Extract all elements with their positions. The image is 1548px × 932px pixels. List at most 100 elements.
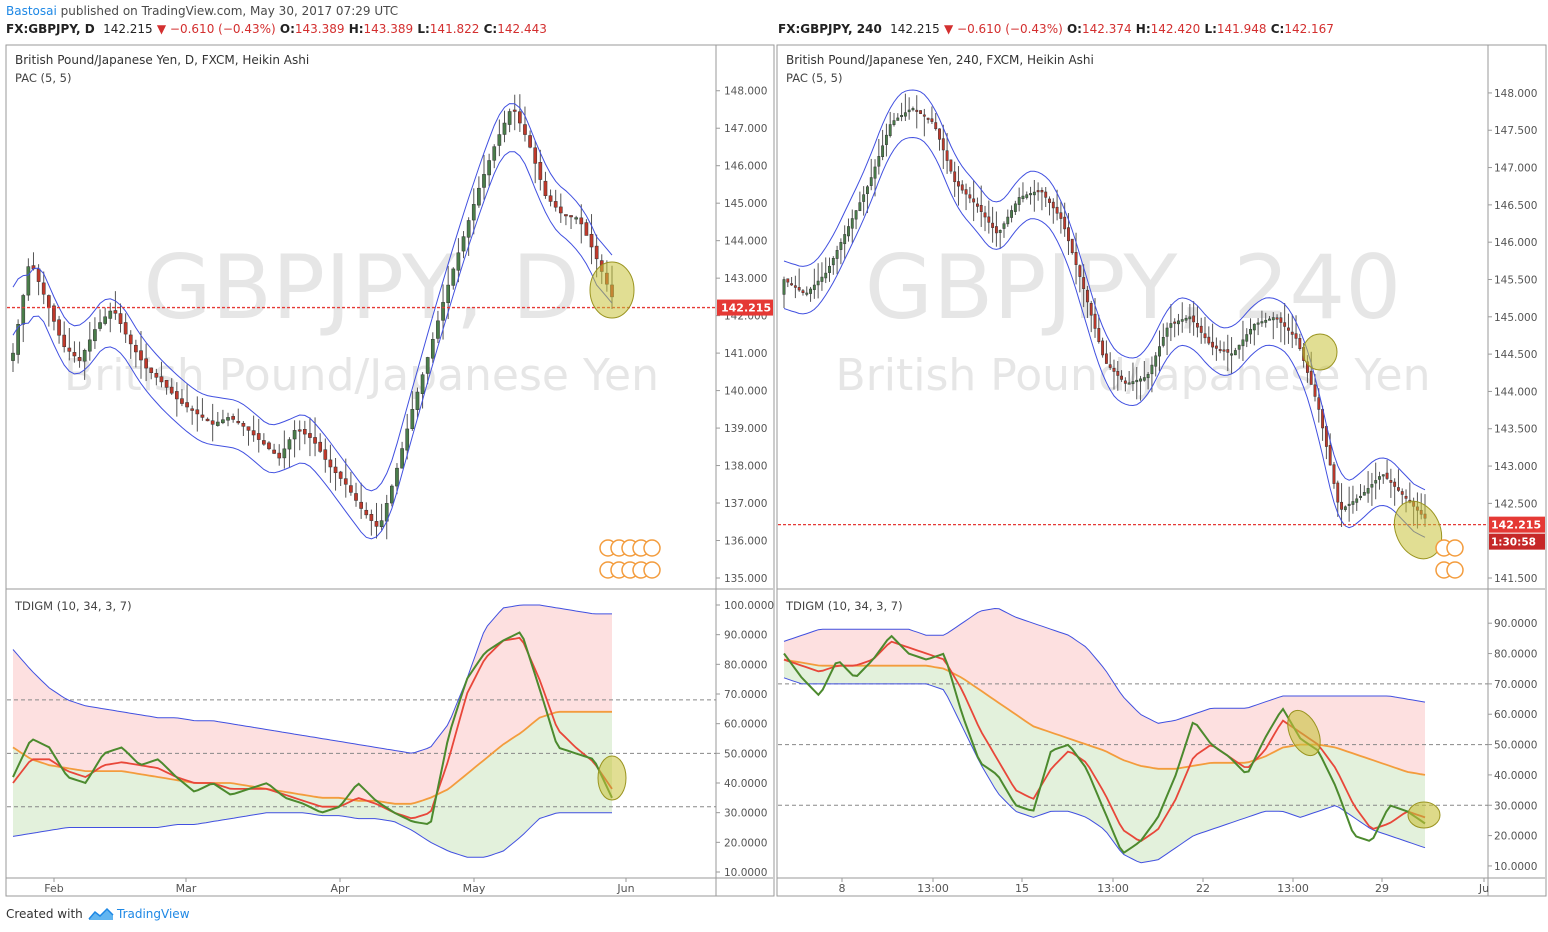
candle-body: [364, 509, 369, 516]
published-line: Bastosai published on TradingView.com, M…: [6, 4, 398, 18]
osc-tick-label: 60.0000: [724, 719, 767, 731]
candle-body: [308, 433, 312, 438]
osc-tick-label: 30.0000: [724, 808, 767, 820]
candle-body: [251, 430, 256, 436]
price-tick-label: 144.000: [724, 236, 767, 248]
time-tick-label: 13:00: [1277, 882, 1309, 895]
candle-body: [1116, 371, 1120, 376]
candle-body: [1158, 346, 1161, 357]
candle-body: [77, 357, 82, 361]
time-tick-label: 8: [839, 882, 846, 895]
candle-body: [850, 218, 854, 229]
highlight-ellipse: [597, 755, 627, 801]
tradingview-logo-icon[interactable]: [88, 906, 114, 922]
oscillator-title: TDIGM (10, 34, 3, 7): [785, 599, 903, 613]
candle-body: [805, 292, 809, 295]
candle-body: [816, 280, 820, 286]
candle-body: [1055, 206, 1059, 214]
candle-body: [1385, 472, 1389, 479]
candle-body: [518, 111, 522, 124]
candle-body: [919, 110, 922, 114]
candle-body: [915, 109, 919, 112]
candle-body: [589, 233, 594, 248]
candle-body: [979, 205, 983, 213]
candle-body: [1340, 501, 1343, 510]
candle-body: [103, 316, 107, 324]
candle-body: [1199, 325, 1203, 333]
candle-body: [862, 194, 866, 202]
candle-body: [1381, 474, 1385, 477]
price-tick-label: 147.500: [1494, 125, 1537, 137]
candle-body: [960, 184, 964, 191]
author-link[interactable]: Bastosai: [6, 4, 57, 18]
candle-body: [1233, 350, 1237, 356]
highlight-ellipse: [1407, 801, 1441, 829]
osc-tick-label: 70.0000: [1494, 679, 1537, 691]
candle-body: [108, 310, 113, 319]
candle-body: [1036, 190, 1040, 193]
osc-tick-label: 40.0000: [724, 778, 767, 790]
candle-body: [926, 117, 930, 120]
candle-body: [866, 186, 869, 194]
candle-body: [164, 380, 169, 388]
candle-body: [1070, 238, 1074, 254]
candle-body: [1063, 216, 1067, 230]
candle-body: [482, 174, 486, 188]
time-tick-label: 22: [1196, 882, 1210, 895]
candle-body: [190, 408, 195, 411]
candle-body: [354, 493, 358, 501]
candle-body: [1025, 194, 1029, 198]
candle-body: [553, 201, 558, 208]
osc-tick-label: 40.0000: [1494, 770, 1537, 782]
candle-body: [1275, 317, 1279, 320]
tradingview-link[interactable]: TradingView: [117, 907, 190, 921]
price-tick-label: 146.000: [1494, 237, 1537, 249]
candle-body: [528, 135, 532, 148]
osc-upper-band: [12, 604, 612, 754]
candle-body: [1389, 480, 1393, 483]
price-tick-label: 145.500: [1494, 274, 1537, 286]
price-tick-label: 147.000: [724, 123, 767, 135]
candle-body: [205, 418, 210, 422]
candle-body: [1021, 195, 1025, 200]
charts-canvas: GBPJPY, D British Pound/Japanese Yen 148.0…: [5, 44, 1547, 897]
osc-tick-label: 30.0000: [1494, 800, 1537, 812]
candle-body: [215, 421, 220, 426]
candle-body: [1404, 495, 1408, 499]
indicator-label: PAC (5, 5): [15, 71, 71, 85]
time-tick-label: Jun: [616, 882, 634, 895]
candle-body: [824, 272, 828, 279]
price-tick-label: 140.000: [724, 386, 767, 398]
candle-body: [195, 409, 200, 415]
candle-body: [430, 339, 435, 359]
candle-body: [1249, 328, 1252, 335]
candle-body: [1245, 334, 1249, 342]
candle-body: [405, 428, 410, 451]
candle-body: [1086, 289, 1089, 303]
candle-body: [558, 206, 563, 214]
price-tick-label: 145.000: [724, 198, 767, 210]
candle-body: [1252, 323, 1256, 331]
price-tick-label: 145.000: [1494, 312, 1537, 324]
candle-body: [1154, 355, 1158, 367]
candle-body: [1366, 488, 1370, 494]
candle-body: [118, 313, 123, 324]
price-label-box: [1489, 516, 1545, 533]
osc-green-line: [12, 631, 613, 826]
candle-body: [507, 111, 512, 125]
candle-body: [1309, 370, 1313, 385]
candle-body: [858, 202, 862, 212]
candle-body: [1264, 319, 1268, 323]
candle-body: [1226, 349, 1230, 353]
lower-band-fill: [13, 711, 612, 858]
highlight-ellipse: [1302, 333, 1338, 371]
candle-body: [1131, 381, 1135, 385]
watermark-symbol: GBPJPY, 240: [865, 236, 1401, 339]
osc-tick-label: 20.0000: [724, 837, 767, 849]
candle-body: [1104, 353, 1108, 364]
price-tick-label: 137.000: [724, 498, 767, 510]
candle-body: [390, 485, 394, 504]
candle-body: [1214, 345, 1218, 349]
price-tick-label: 143.000: [1494, 461, 1537, 473]
highlight-ellipse: [1287, 709, 1321, 757]
